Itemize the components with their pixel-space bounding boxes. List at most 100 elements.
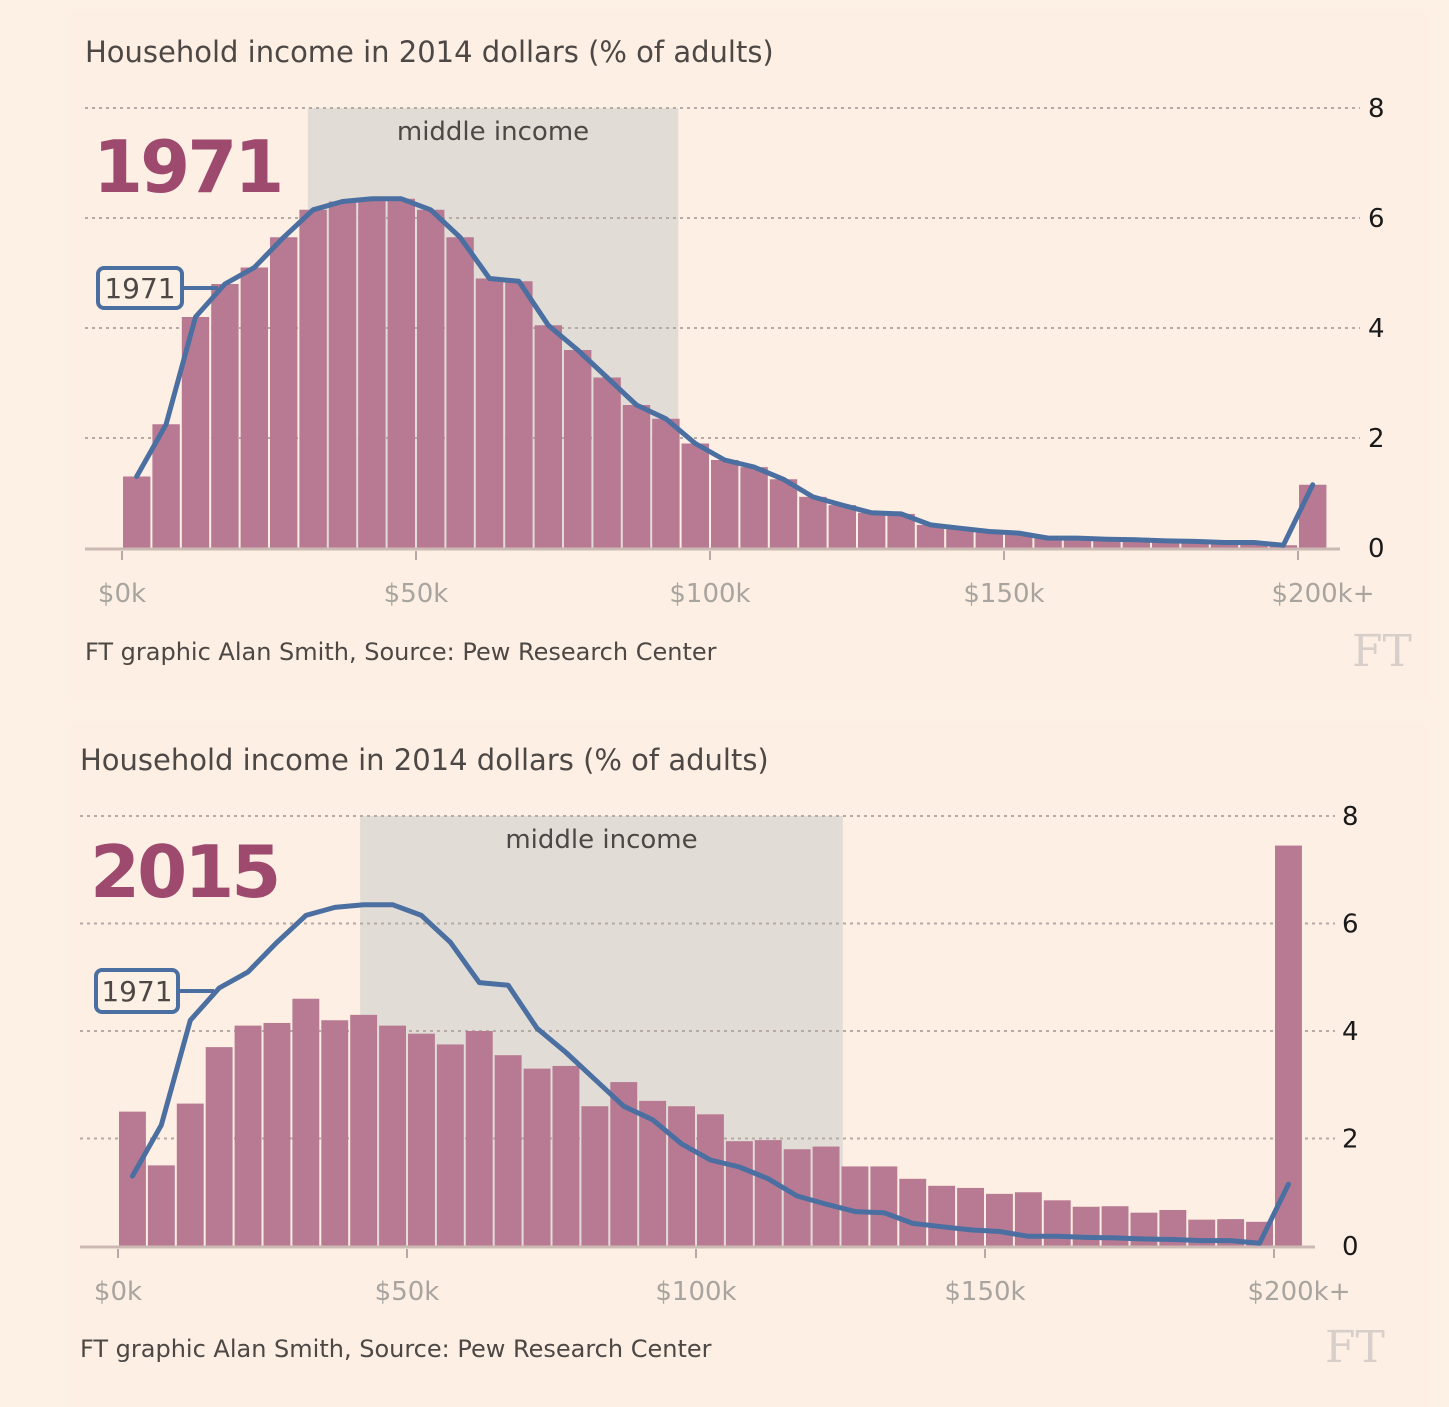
bar bbox=[697, 1114, 724, 1246]
bar bbox=[1093, 539, 1121, 548]
bar bbox=[841, 1166, 869, 1246]
chart-title: Household income in 2014 dollars (% of a… bbox=[85, 35, 774, 69]
bar bbox=[417, 209, 445, 548]
bar bbox=[1034, 538, 1062, 548]
bar bbox=[769, 479, 798, 548]
bar bbox=[870, 1166, 898, 1246]
y-tick-label: 2 bbox=[1368, 424, 1385, 454]
bar bbox=[1275, 845, 1302, 1246]
bar bbox=[1063, 538, 1092, 548]
bar bbox=[176, 1103, 204, 1246]
x-tick-label: $200k+ bbox=[1247, 1277, 1350, 1307]
bar bbox=[652, 418, 680, 548]
bar bbox=[711, 460, 739, 548]
middle-income-label: middle income bbox=[397, 117, 589, 147]
x-tick-label: $100k bbox=[669, 579, 750, 609]
bar bbox=[234, 1025, 262, 1246]
bar bbox=[119, 1111, 146, 1246]
bar bbox=[446, 237, 474, 548]
bar bbox=[799, 496, 827, 548]
bar bbox=[725, 1141, 753, 1246]
bar bbox=[475, 278, 504, 548]
bar bbox=[523, 1068, 551, 1246]
bar bbox=[379, 1025, 406, 1246]
x-tick-label: $0k bbox=[98, 579, 146, 609]
bar bbox=[899, 1178, 927, 1246]
bar bbox=[534, 325, 562, 548]
bar bbox=[436, 1044, 464, 1246]
bar bbox=[928, 1185, 956, 1246]
bar bbox=[740, 467, 768, 548]
bar bbox=[1299, 484, 1327, 548]
ft-logo: FT bbox=[1325, 1322, 1385, 1373]
year-label: 2015 bbox=[90, 830, 278, 914]
bar bbox=[957, 1187, 984, 1246]
y-tick-label: 0 bbox=[1342, 1232, 1359, 1262]
bar bbox=[299, 209, 327, 548]
bar bbox=[387, 198, 415, 548]
source-note: FT graphic Alan Smith, Source: Pew Resea… bbox=[80, 1335, 712, 1363]
bar bbox=[358, 198, 386, 548]
y-tick-label: 0 bbox=[1368, 534, 1385, 564]
source-note: FT graphic Alan Smith, Source: Pew Resea… bbox=[85, 638, 717, 666]
bar bbox=[754, 1140, 782, 1246]
line-1971-series bbox=[134, 196, 1316, 548]
bar bbox=[147, 1165, 175, 1246]
bar bbox=[1210, 542, 1239, 548]
y-tick-label: 8 bbox=[1368, 94, 1385, 124]
bar bbox=[263, 1022, 291, 1246]
line-label: 1971 bbox=[104, 272, 175, 305]
bar bbox=[350, 1014, 378, 1246]
bar bbox=[1240, 542, 1268, 548]
line-label: 1971 bbox=[101, 975, 172, 1008]
middle-income-label: middle income bbox=[505, 825, 697, 855]
x-tick-label: $50k bbox=[384, 579, 449, 609]
bar bbox=[1122, 539, 1150, 548]
x-tick-label: $100k bbox=[655, 1277, 736, 1307]
bar bbox=[328, 201, 357, 548]
bar bbox=[986, 1193, 1013, 1246]
chart-panel-2015: Household income in 2014 dollars (% of a… bbox=[70, 722, 1430, 1407]
x-tick-label: $50k bbox=[375, 1277, 440, 1307]
year-label: 1971 bbox=[93, 125, 281, 209]
y-tick-label: 8 bbox=[1342, 802, 1359, 832]
bar bbox=[1181, 541, 1209, 548]
x-tick-label: $150k bbox=[944, 1277, 1025, 1307]
y-tick-label: 6 bbox=[1368, 204, 1385, 234]
bar bbox=[622, 405, 651, 548]
ft-logo: FT bbox=[1352, 626, 1412, 677]
x-tick-label: $200k+ bbox=[1271, 579, 1374, 609]
chart-title: Household income in 2014 dollars (% of a… bbox=[80, 743, 769, 777]
bar bbox=[812, 1146, 840, 1246]
x-tick-label: $150k bbox=[963, 579, 1044, 609]
bar bbox=[505, 281, 533, 548]
bar bbox=[211, 284, 239, 548]
bar bbox=[828, 505, 856, 548]
bar bbox=[465, 1031, 493, 1246]
bar bbox=[946, 528, 974, 548]
bar bbox=[581, 1106, 609, 1246]
bar bbox=[681, 443, 709, 548]
line-1971-series bbox=[129, 902, 1291, 1246]
x-tick-label: $0k bbox=[94, 1277, 142, 1307]
bar bbox=[564, 350, 592, 548]
bar bbox=[552, 1065, 580, 1246]
bar bbox=[668, 1106, 695, 1246]
y-tick-label: 4 bbox=[1342, 1017, 1359, 1047]
bar bbox=[292, 998, 320, 1246]
chart-panel-1971: Household income in 2014 dollars (% of a… bbox=[70, 10, 1430, 700]
bar bbox=[123, 476, 151, 548]
line-label-box bbox=[96, 266, 184, 310]
y-tick-label: 4 bbox=[1368, 314, 1385, 344]
bar bbox=[270, 237, 298, 548]
bar bbox=[1152, 540, 1180, 548]
y-tick-label: 6 bbox=[1342, 910, 1359, 940]
bar bbox=[205, 1047, 233, 1246]
bar bbox=[494, 1055, 522, 1246]
bar bbox=[593, 377, 621, 548]
y-tick-label: 2 bbox=[1342, 1125, 1359, 1155]
bar bbox=[916, 524, 945, 548]
line-label-box bbox=[94, 968, 180, 1014]
bar bbox=[858, 512, 886, 548]
